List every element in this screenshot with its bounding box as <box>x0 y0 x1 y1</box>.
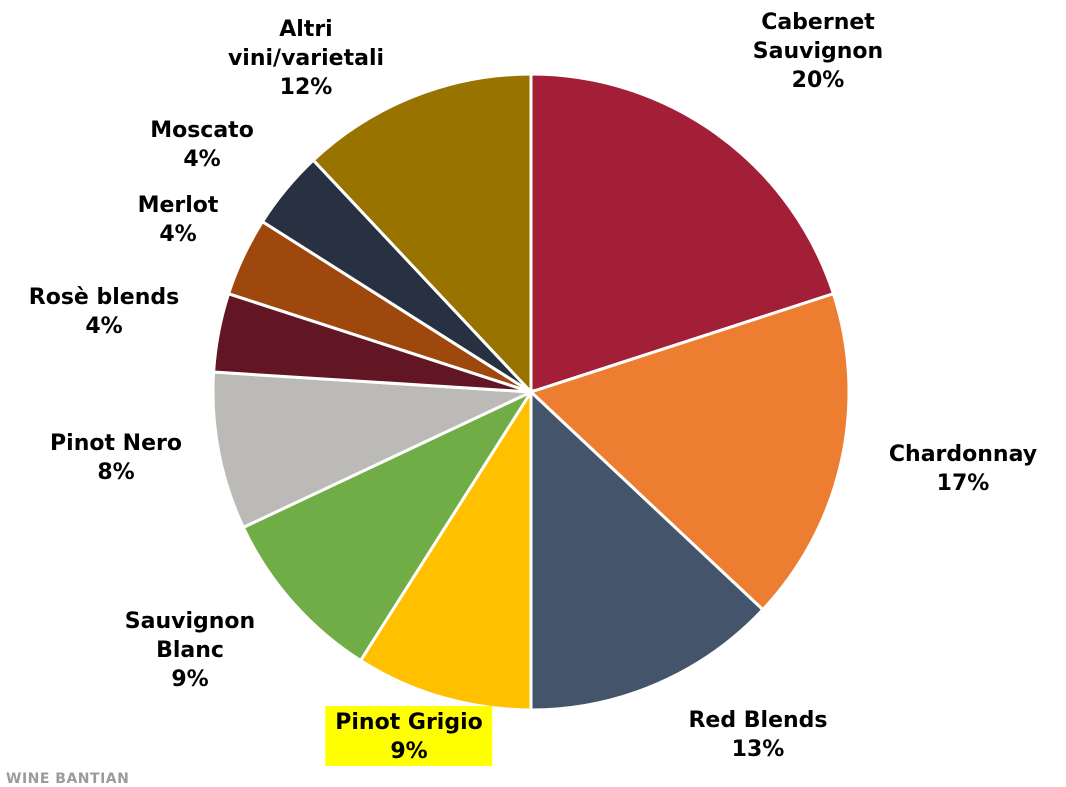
slice-pinot-nero <box>211 370 532 530</box>
slice-pinot-grigio <box>358 386 533 712</box>
label-chardonnay: Chardonnay 17% <box>888 442 1038 496</box>
pie-slices <box>211 72 851 712</box>
label-rose-blends: Rosè blends 4% <box>28 285 180 339</box>
slice-cabernet-sauvignon <box>529 72 836 395</box>
label-cabernet-sauvignon: Cabernet Sauvignon 20% <box>752 10 884 93</box>
cut-off-footer-text: WINE BANTIAN <box>6 771 130 787</box>
label-sauvignon-blanc: Sauvignon Blanc 9% <box>124 609 256 692</box>
label-red-blends: Red Blends 13% <box>688 708 828 762</box>
slice-red-blends <box>529 388 765 712</box>
label-merlot: Merlot 4% <box>137 193 219 247</box>
slice-sauvignon-blanc <box>241 388 536 663</box>
label-moscato: Moscato 4% <box>150 118 254 172</box>
label-altri-vini-varietali: Altri vini/varietali 12% <box>227 17 385 100</box>
slice-chardonnay <box>528 291 851 612</box>
label-pinot-grigio: Pinot Grigio 9% <box>325 706 493 766</box>
slice-altri-vini-varietali <box>311 72 533 396</box>
label-pinot-nero: Pinot Nero 8% <box>50 431 182 485</box>
